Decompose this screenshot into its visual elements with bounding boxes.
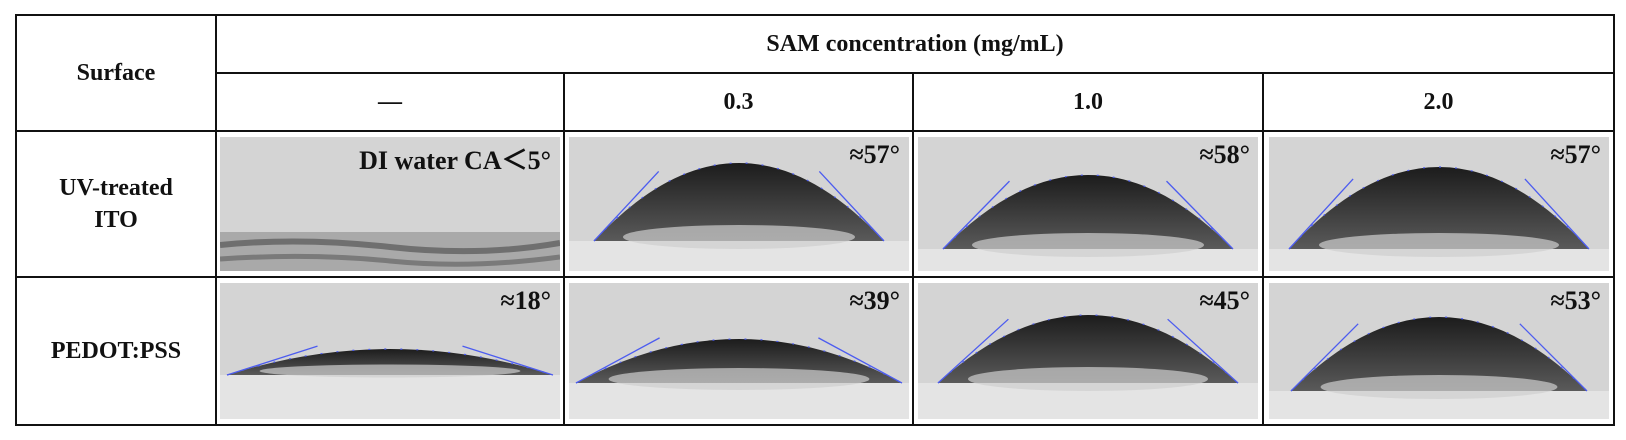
tangent-line <box>1518 323 1587 392</box>
surface-header: Surface <box>15 14 217 132</box>
tangent-line <box>942 180 1010 250</box>
row-label: UV-treated ITO <box>59 175 173 233</box>
image-cell: ≈45° <box>912 276 1264 426</box>
tangent-line <box>1166 180 1234 250</box>
row-header: PEDOT:PSS <box>15 276 217 426</box>
contact-angle: ≈53° <box>1550 286 1601 315</box>
reflection <box>259 364 521 378</box>
group-header: SAM concentration (mg/mL) <box>215 14 1615 74</box>
droplet-image <box>568 137 909 271</box>
droplet-image <box>918 137 1258 271</box>
droplet-image <box>220 137 560 271</box>
droplet-image <box>1268 283 1609 419</box>
droplet-image <box>220 283 560 419</box>
tangent-line <box>575 337 660 384</box>
tangent-line <box>937 318 1009 384</box>
row-label: PEDOT:PSS <box>50 338 182 364</box>
reflection <box>622 225 855 249</box>
substrate <box>918 249 1258 271</box>
droplet <box>938 315 1238 383</box>
image-cell: DI water CA＜5° <box>215 130 565 278</box>
droplet <box>943 175 1233 249</box>
reflection <box>972 233 1204 257</box>
figure-table: Surface SAM concentration (mg/mL) —0.3 1.… <box>15 14 1615 426</box>
tangent-line <box>593 170 659 242</box>
contact-angle: ≈57° <box>1550 140 1601 169</box>
tangent-line <box>1290 323 1359 392</box>
contact-angle: ≈57° <box>849 140 900 169</box>
texture <box>220 238 560 255</box>
contact-angle: ≈39° <box>849 286 900 315</box>
substrate <box>220 375 560 419</box>
image-cell: ≈53° <box>1262 276 1615 426</box>
reflection <box>608 368 869 390</box>
texture <box>220 253 560 267</box>
reflection <box>1320 375 1557 399</box>
tangent-line <box>462 345 554 376</box>
contact-angle: ≈58° <box>1199 140 1250 169</box>
contact-angle: ≈18° <box>500 286 551 315</box>
column-header: 1.0 <box>912 72 1264 132</box>
image-cell: ≈39° <box>563 276 914 426</box>
droplet-image <box>1268 137 1609 271</box>
tangent-line <box>818 170 884 242</box>
image-cell: ≈58° <box>912 130 1264 278</box>
reflection <box>1318 233 1559 257</box>
tangent-line <box>226 345 318 376</box>
tangent-line <box>817 337 902 384</box>
row-header: UV-treated ITO <box>15 130 217 278</box>
droplet-image <box>568 283 909 419</box>
reflection <box>968 367 1208 391</box>
contact-angle: ≈45° <box>1199 286 1250 315</box>
contact-angle: DI water CA＜5° <box>359 146 551 175</box>
image-cell: ≈18° <box>215 276 565 426</box>
column-header: — <box>215 72 565 132</box>
image-cell: ≈57° <box>1262 130 1615 278</box>
table: Surface SAM concentration (mg/mL) —0.3 1.… <box>15 14 1615 426</box>
substrate <box>1268 249 1609 271</box>
column-header: 2.0 <box>1262 72 1615 132</box>
droplet <box>593 163 884 241</box>
image-cell: ≈57° <box>563 130 914 278</box>
column-header: 0.3 <box>563 72 914 132</box>
tangent-line <box>1288 178 1354 250</box>
droplet-image <box>918 283 1258 419</box>
droplet <box>1290 317 1587 391</box>
